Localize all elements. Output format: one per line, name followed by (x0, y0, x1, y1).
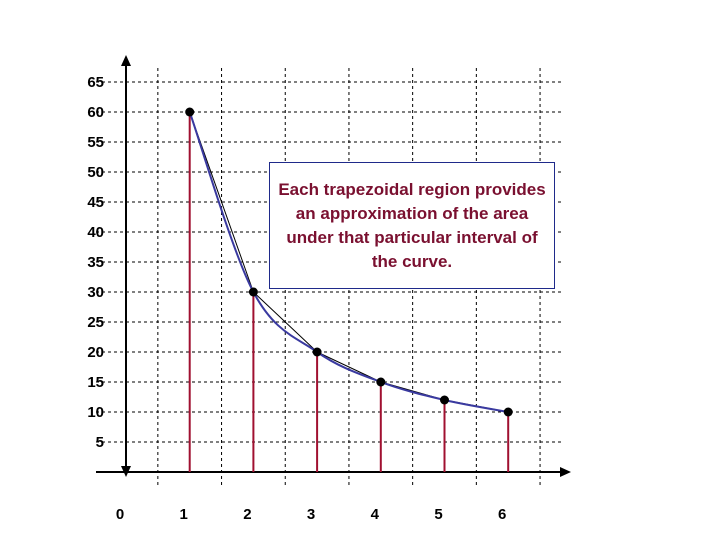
y-tick-label: 15 (87, 374, 104, 391)
x-tick-label: 3 (307, 506, 315, 523)
data-point (312, 347, 322, 357)
data-point (185, 107, 195, 117)
trapezoid-verticals (188, 112, 510, 472)
y-axis-arrow-top (121, 55, 131, 66)
data-point (248, 287, 258, 297)
y-tick-label: 30 (87, 284, 104, 301)
y-tick-label: 45 (87, 194, 104, 211)
y-tick-label: 55 (87, 134, 104, 151)
data-points (185, 107, 513, 417)
trapezoid-top (253, 291, 318, 353)
x-axis-arrow-right (560, 467, 571, 477)
data-point (440, 395, 449, 405)
y-tick-label: 5 (96, 434, 104, 451)
y-tick-label: 40 (87, 224, 104, 241)
x-tick-labels: 0 1 2 3 4 5 6 (116, 506, 507, 523)
annotation-box: Each trapezoidal region provides an appr… (269, 162, 555, 289)
y-tick-label: 60 (87, 104, 104, 121)
y-tick-label: 20 (87, 344, 104, 361)
data-point (376, 377, 386, 387)
y-tick-label: 50 (87, 164, 104, 181)
x-tick-label: 4 (371, 506, 380, 523)
x-tick-label: 1 (180, 506, 188, 523)
y-tick-label: 25 (87, 314, 104, 331)
annotation-text: Each trapezoidal region provides an appr… (278, 179, 546, 271)
y-tick-label: 65 (87, 74, 104, 91)
x-tick-label: 2 (243, 506, 251, 523)
x-tick-label: 6 (498, 506, 506, 523)
x-tick-label: 5 (434, 506, 442, 523)
y-tick-label: 10 (87, 404, 104, 421)
axes (96, 55, 571, 477)
y-tick-label: 35 (87, 254, 104, 271)
x-tick-label: 0 (116, 506, 124, 523)
y-tick-labels: 5 10 15 20 25 30 35 40 45 50 55 60 65 (87, 74, 104, 451)
data-point (503, 407, 513, 417)
